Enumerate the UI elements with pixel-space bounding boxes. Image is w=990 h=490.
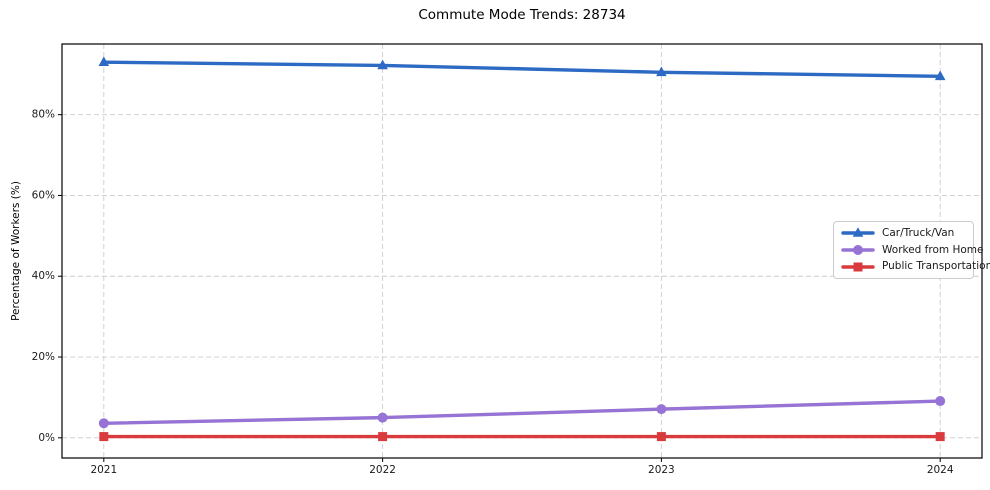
- legend-item-car-truck-van: Car/Truck/Van: [841, 227, 966, 239]
- triangle-marker-icon: [377, 59, 388, 70]
- triangle-marker-icon: [98, 56, 110, 66]
- square-marker-icon: [841, 262, 875, 272]
- x-tick-label: 2021: [90, 464, 117, 476]
- y-tick-label: 40%: [32, 270, 55, 282]
- x-tick-label: 2022: [369, 464, 396, 476]
- x-tick-label: 2024: [927, 464, 954, 476]
- triangle-marker-icon: [852, 227, 864, 238]
- chart-title: Commute Mode Trends: 28734: [418, 7, 626, 23]
- triangle-marker-icon: [656, 66, 667, 77]
- y-tick-label: 0%: [38, 432, 55, 444]
- circle-marker-icon: [853, 244, 863, 255]
- legend: Car/Truck/Van Worked from Home Public Tr…: [833, 221, 990, 279]
- square-marker-icon: [935, 432, 945, 442]
- square-marker-icon: [378, 432, 388, 442]
- legend-label: Car/Truck/Van: [882, 227, 955, 240]
- circle-marker-icon: [377, 412, 388, 423]
- square-marker-icon: [853, 262, 863, 272]
- square-marker-icon: [656, 432, 666, 442]
- triangle-marker-icon: [934, 70, 946, 81]
- y-tick-label: 80%: [32, 109, 55, 121]
- series-line: [102, 60, 942, 79]
- circle-marker-icon: [656, 404, 667, 415]
- x-tick-label: 2023: [648, 464, 675, 476]
- legend-label: Worked from Home: [882, 243, 984, 256]
- circle-marker-icon: [841, 244, 875, 255]
- legend-label: Public Transportation: [882, 260, 990, 273]
- legend-item-public-transportation: Public Transportation: [841, 261, 990, 273]
- square-marker-icon: [99, 432, 109, 442]
- triangle-marker-icon: [841, 227, 875, 238]
- y-tick-label: 60%: [32, 189, 55, 201]
- circle-marker-icon: [98, 418, 109, 429]
- series-line: [102, 399, 942, 425]
- plot-border: [61, 43, 983, 459]
- circle-marker-icon: [935, 396, 946, 407]
- y-tick-label: 20%: [32, 351, 55, 363]
- legend-item-worked-from-home: Worked from Home: [841, 244, 983, 256]
